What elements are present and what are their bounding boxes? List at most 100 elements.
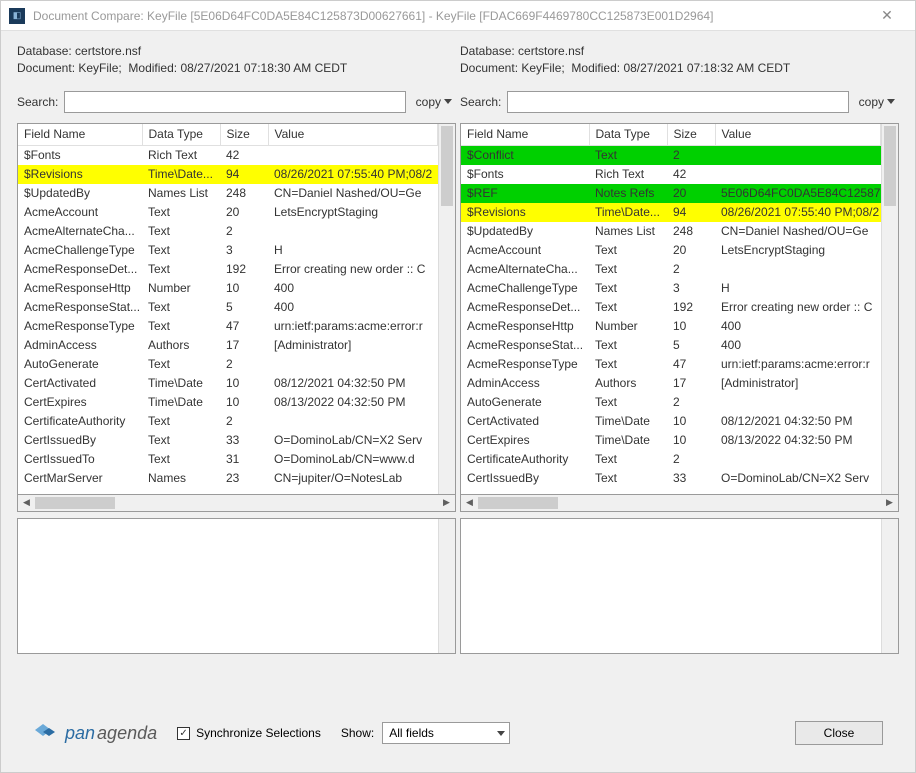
col-field-name[interactable]: Field Name: [461, 124, 589, 146]
col-data-type[interactable]: Data Type: [589, 124, 667, 146]
close-button[interactable]: Close: [795, 721, 883, 745]
left-detail-vscrollbar[interactable]: [438, 519, 455, 653]
table-row[interactable]: CertActivatedTime\Date1008/12/2021 04:32…: [18, 374, 438, 393]
cell-data-type: Text: [589, 241, 667, 260]
right-detail-vscrollbar[interactable]: [881, 519, 898, 653]
table-row[interactable]: AcmeResponseStat...Text5400: [461, 336, 881, 355]
cell-data-type: Names List: [589, 222, 667, 241]
scroll-left-icon[interactable]: ◀: [18, 494, 35, 511]
cell-value: [Administrator]: [715, 374, 881, 393]
table-row[interactable]: AcmeAlternateCha...Text2: [461, 260, 881, 279]
table-row[interactable]: CertIssuedByText33O=DominoLab/CN=X2 Serv: [18, 431, 438, 450]
table-row[interactable]: AcmeResponseDet...Text192Error creating …: [461, 298, 881, 317]
left-search-input[interactable]: [64, 91, 405, 113]
table-row[interactable]: CertIssuedByText33O=DominoLab/CN=X2 Serv: [461, 469, 881, 488]
close-icon[interactable]: ✕: [867, 2, 907, 30]
table-row[interactable]: CertificateAuthorityText2: [18, 412, 438, 431]
table-row[interactable]: AutoGenerateText2: [18, 355, 438, 374]
cell-field-name: AcmeAccount: [461, 241, 589, 260]
table-row[interactable]: AcmeResponseTypeText47urn:ietf:params:ac…: [18, 317, 438, 336]
scrollbar-thumb[interactable]: [478, 497, 558, 509]
cell-value: [715, 393, 881, 412]
scrollbar-thumb[interactable]: [35, 497, 115, 509]
left-table-scroll[interactable]: Field Name Data Type Size Value $FontsRi…: [18, 124, 438, 494]
table-row[interactable]: $REFNotes Refs205E06D64FC0DA5E84C125873: [461, 184, 881, 203]
doc-label: Document:: [460, 61, 518, 75]
cell-size: 23: [220, 469, 268, 488]
cell-data-type: Notes Refs: [589, 184, 667, 203]
table-row[interactable]: $RevisionsTime\Date...9408/26/2021 07:55…: [461, 203, 881, 222]
titlebar[interactable]: ◧ Document Compare: KeyFile [5E06D64FC0D…: [1, 1, 915, 31]
cell-field-name: CertificateAuthority: [461, 450, 589, 469]
cell-value: LetsEncryptStaging: [715, 241, 881, 260]
doc-value: KeyFile;: [521, 61, 564, 75]
table-row[interactable]: $FontsRich Text42: [18, 146, 438, 165]
cell-field-name: CertActivated: [461, 412, 589, 431]
table-row[interactable]: $UpdatedByNames List248CN=Daniel Nashed/…: [18, 184, 438, 203]
show-select[interactable]: All fields: [382, 722, 510, 744]
cell-value: [715, 450, 881, 469]
table-row[interactable]: AcmeResponseHttpNumber10400: [461, 317, 881, 336]
scroll-right-icon[interactable]: ▶: [438, 494, 455, 511]
col-size[interactable]: Size: [220, 124, 268, 146]
table-row[interactable]: AcmeChallengeTypeText3H: [461, 279, 881, 298]
table-row[interactable]: CertActivatedTime\Date1008/12/2021 04:32…: [461, 412, 881, 431]
table-row[interactable]: AcmeResponseTypeText47urn:ietf:params:ac…: [461, 355, 881, 374]
right-table-scroll[interactable]: Field Name Data Type Size Value $Conflic…: [461, 124, 881, 494]
table-row[interactable]: CertIssuedToText31O=DominoLab/CN=www.d: [18, 450, 438, 469]
table-row[interactable]: $ConflictText2: [461, 146, 881, 165]
table-row[interactable]: AcmeAccountText20LetsEncryptStaging: [461, 241, 881, 260]
table-row[interactable]: $RevisionsTime\Date...9408/26/2021 07:55…: [18, 165, 438, 184]
db-value: certstore.nsf: [75, 44, 141, 58]
detail-content: [461, 519, 881, 653]
table-row[interactable]: CertificateAuthorityText2: [461, 450, 881, 469]
table-row[interactable]: $UpdatedByNames List248CN=Daniel Nashed/…: [461, 222, 881, 241]
col-value[interactable]: Value: [715, 124, 881, 146]
cell-field-name: AcmeResponseStat...: [461, 336, 589, 355]
hscroll-track[interactable]: [478, 495, 881, 511]
col-size[interactable]: Size: [667, 124, 715, 146]
right-copy-button[interactable]: copy: [855, 95, 899, 109]
table-row[interactable]: CertExpiresTime\Date1008/13/2022 04:32:5…: [18, 393, 438, 412]
hscroll-track[interactable]: [35, 495, 438, 511]
show-label: Show:: [341, 726, 374, 740]
right-vscrollbar[interactable]: [881, 124, 898, 494]
scrollbar-thumb[interactable]: [441, 126, 453, 206]
cell-size: 94: [220, 165, 268, 184]
table-row[interactable]: CertExpiresTime\Date1008/13/2022 04:32:5…: [461, 431, 881, 450]
cell-size: 20: [667, 184, 715, 203]
sync-selections-checkbox[interactable]: ✓ Synchronize Selections: [177, 726, 321, 740]
cell-data-type: Time\Date...: [589, 203, 667, 222]
scrollbar-thumb[interactable]: [884, 126, 896, 206]
table-row[interactable]: AcmeAlternateCha...Text2: [18, 222, 438, 241]
cell-size: 2: [220, 412, 268, 431]
table-row[interactable]: AcmeResponseHttpNumber10400: [18, 279, 438, 298]
right-search-input[interactable]: [507, 91, 848, 113]
table-row[interactable]: $FontsRich Text42: [461, 165, 881, 184]
col-data-type[interactable]: Data Type: [142, 124, 220, 146]
table-row[interactable]: AcmeResponseDet...Text192Error creating …: [18, 260, 438, 279]
scroll-left-icon[interactable]: ◀: [461, 494, 478, 511]
scroll-right-icon[interactable]: ▶: [881, 494, 898, 511]
left-copy-button[interactable]: copy: [412, 95, 456, 109]
cell-size: 10: [667, 412, 715, 431]
table-row[interactable]: CertMarServerNames23CN=jupiter/O=NotesLa…: [18, 469, 438, 488]
cell-size: 33: [220, 431, 268, 450]
cell-data-type: Number: [589, 317, 667, 336]
table-row[interactable]: AutoGenerateText2: [461, 393, 881, 412]
table-row[interactable]: AcmeChallengeTypeText3H: [18, 241, 438, 260]
cell-field-name: AcmeResponseHttp: [18, 279, 142, 298]
left-vscrollbar[interactable]: [438, 124, 455, 494]
right-hscrollbar[interactable]: ◀ ▶: [460, 495, 899, 512]
table-row[interactable]: AcmeAccountText20LetsEncryptStaging: [18, 203, 438, 222]
col-value[interactable]: Value: [268, 124, 438, 146]
col-field-name[interactable]: Field Name: [18, 124, 142, 146]
cell-data-type: Text: [589, 298, 667, 317]
table-row[interactable]: AcmeResponseStat...Text5400: [18, 298, 438, 317]
right-search-row: Search: copy: [460, 91, 899, 113]
right-table: Field Name Data Type Size Value $Conflic…: [461, 124, 881, 488]
table-row[interactable]: AdminAccessAuthors17[Administrator]: [18, 336, 438, 355]
cell-data-type: Text: [589, 146, 667, 165]
left-hscrollbar[interactable]: ◀ ▶: [17, 495, 456, 512]
table-row[interactable]: AdminAccessAuthors17[Administrator]: [461, 374, 881, 393]
